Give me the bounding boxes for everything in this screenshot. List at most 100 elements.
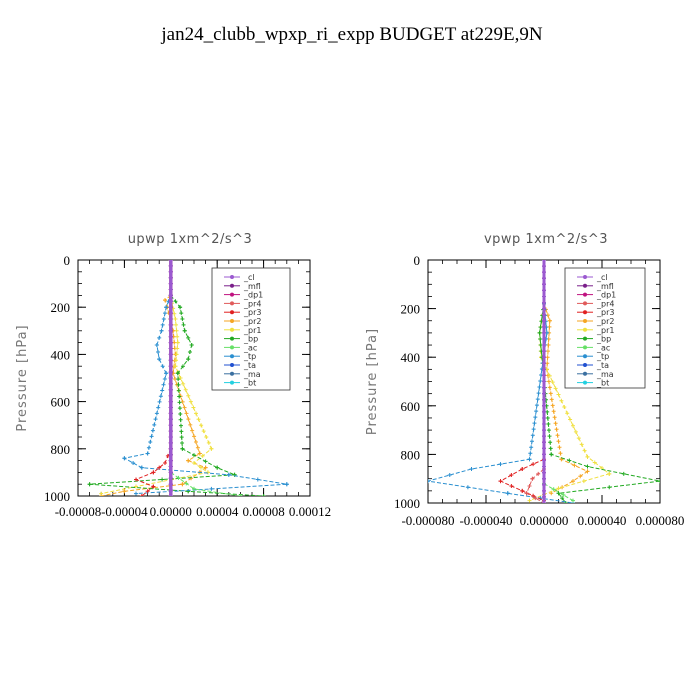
series-marker-bp: [203, 459, 208, 464]
x-tick-label: 0.00012: [289, 504, 331, 519]
series-marker-tp: [255, 477, 260, 482]
series-marker-cl: [168, 452, 173, 457]
y-tick-label: 200: [51, 300, 71, 315]
series-marker-bp: [177, 406, 182, 411]
series-marker-tp: [157, 357, 162, 362]
series-marker-cl: [542, 452, 546, 457]
series-marker-bp: [560, 496, 565, 501]
series-marker-ac: [192, 486, 196, 491]
legend-marker: [230, 310, 234, 315]
series-marker-tp: [148, 440, 153, 445]
series-marker-pr1: [579, 442, 584, 447]
legend-box: [211, 267, 291, 391]
series-marker-pr1: [206, 440, 211, 445]
series-marker-cl: [168, 387, 173, 392]
series-marker-cl: [542, 349, 546, 354]
series-marker-pr1: [559, 398, 564, 403]
series-marker-tp: [209, 486, 214, 491]
series-marker-cl: [168, 269, 173, 274]
series-marker-cl: [168, 476, 173, 481]
series-marker-pr3: [165, 453, 170, 458]
series-marker-tp: [528, 451, 533, 456]
series-marker-bp: [621, 471, 626, 476]
legend-label: _bp: [596, 335, 611, 344]
series-marker-cl: [542, 385, 546, 390]
series-marker-pr2: [188, 422, 193, 427]
series-marker-tp: [538, 379, 543, 384]
series-marker-tp: [160, 364, 165, 369]
series-marker-bp: [546, 428, 551, 433]
series-line-pr3: [499, 458, 545, 502]
series-marker-cl: [542, 494, 546, 499]
series-marker-pr2: [545, 349, 550, 354]
series-marker-pr1: [553, 386, 558, 391]
series-marker-cl: [542, 488, 546, 493]
series-marker-bp: [179, 429, 184, 434]
series-marker-pr3: [151, 470, 156, 475]
x-tick-label: 0.00004: [196, 504, 239, 519]
x-tick-label: 0.000080: [636, 513, 685, 528]
series-marker-cl: [168, 364, 173, 369]
series-marker-bp: [178, 305, 183, 310]
series-marker-cl: [168, 423, 173, 428]
series-marker-cl: [542, 330, 546, 335]
series-marker-tp: [537, 385, 542, 390]
series-marker-tp: [164, 371, 169, 376]
series-marker-bp: [178, 411, 183, 416]
series-marker-cl: [168, 346, 173, 351]
series-marker-pr2: [556, 439, 561, 444]
series-marker-pr4: [536, 471, 541, 476]
series-marker-cl: [168, 429, 173, 434]
legend-label: _pr1: [243, 326, 261, 335]
series-marker-pr2: [547, 318, 552, 323]
series-marker-cl: [168, 446, 173, 451]
series-marker-bp: [538, 325, 543, 330]
series-marker-tp: [498, 462, 503, 467]
legend-marker: [230, 319, 234, 323]
series-marker-cl: [542, 282, 546, 287]
series-marker-tp: [465, 485, 470, 490]
series-marker-pr2: [184, 411, 189, 416]
series-marker-cl: [542, 446, 546, 451]
series-marker-pr1: [199, 423, 204, 428]
series-marker-cl: [542, 336, 546, 341]
series-marker-bp: [545, 415, 550, 420]
series-marker-pr2: [557, 445, 562, 450]
series-marker-pr3: [531, 462, 536, 467]
legend-label: _pr2: [243, 317, 261, 326]
series-group: [87, 260, 289, 496]
legend-marker: [230, 363, 234, 367]
series-marker-cl: [542, 422, 546, 427]
series-marker-bp: [548, 440, 553, 445]
series-marker-pr2: [548, 391, 553, 396]
series-marker-bp: [186, 357, 191, 362]
series-marker-pr1: [550, 380, 555, 385]
series-marker-pr2: [546, 379, 551, 384]
series-marker-pr1: [174, 328, 179, 333]
x-tick-label: 0.000000: [520, 513, 569, 528]
series-marker-tp: [159, 328, 164, 333]
series-marker-cl: [168, 458, 173, 463]
series-marker-ac: [176, 475, 181, 480]
series-marker-pr1: [573, 429, 578, 434]
series-marker-pr1: [592, 460, 597, 465]
series-marker-tp: [428, 479, 430, 484]
series-marker-cl: [542, 318, 546, 323]
series-marker-bp: [179, 435, 184, 440]
series-marker-pr2: [190, 428, 195, 433]
series-marker-pr2: [203, 465, 208, 470]
series-marker-pr1: [175, 346, 180, 351]
legend: _cl_mfl_dp1_pr4_pr3_pr2_pr1_bp_ac_tp_ta_…: [564, 267, 646, 389]
series-marker-pr2: [572, 463, 577, 468]
series-marker-tp: [153, 417, 158, 422]
series-marker-pr1: [565, 411, 570, 416]
series-marker-bp: [177, 394, 182, 399]
series-marker-cl: [542, 306, 546, 311]
x-tick-label: 0.000040: [578, 513, 627, 528]
series-marker-cl: [168, 399, 173, 404]
series-marker-cl: [168, 293, 173, 298]
series-marker-pr2: [547, 385, 552, 390]
legend-label: _ta: [596, 361, 609, 370]
series-marker-cl: [168, 281, 173, 286]
series-marker-cl: [168, 263, 173, 268]
